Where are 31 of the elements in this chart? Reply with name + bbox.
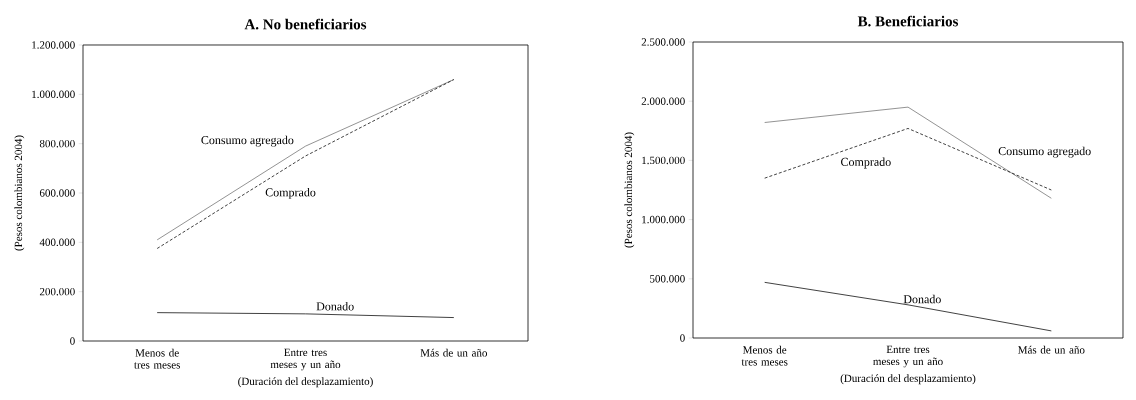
y-tick-label: 500.000 [650,275,685,283]
series-label: Comprado [265,187,316,199]
x-tick-label: Más de un año [1018,345,1085,354]
chart-title: B. Beneficiarios [857,15,959,27]
y-tick-label: 200.000 [39,287,75,296]
y-tick-label: 1.000.000 [32,90,75,99]
y-tick-label: 2.500.000 [641,38,685,46]
series-label: Comprado [841,157,891,169]
y-axis-title: (Pesos colombianos 2004) [624,132,635,248]
y-tick-label: 800.000 [39,139,75,148]
y-tick-label: 2.000.000 [641,97,685,105]
x-axis-title: (Duración del desplazamiento) [238,377,373,388]
x-tick-label: Entre tres meses y un año [270,348,341,371]
series-label: Donado [903,294,941,304]
y-tick-label: 1.500.000 [642,156,685,165]
x-tick-label: Más de un año [420,348,488,357]
series-label: Consumo agregado [998,146,1091,158]
series-label: Consumo agregado [201,135,294,147]
x-tick-label: Entre tres meses y un año [873,345,943,368]
x-axis-title: (Duración del desplazamiento) [840,374,976,385]
y-tick-label: 600.000 [39,189,75,197]
series-label: Donado [316,301,354,311]
chart-title: A. No beneficiarios [244,18,367,30]
y-tick-label: 400.000 [39,238,75,247]
y-axis-title: (Pesos colombianos 2004) [14,135,25,251]
x-tick-label: Menos de tres meses [134,348,180,369]
y-tick-label: 0 [70,337,75,345]
y-tick-label: 1.000.000 [642,215,685,224]
x-tick-label: Menos de tres meses [741,345,788,366]
y-tick-label: 1.200.000 [32,41,75,49]
y-tick-label: 0 [680,334,685,342]
